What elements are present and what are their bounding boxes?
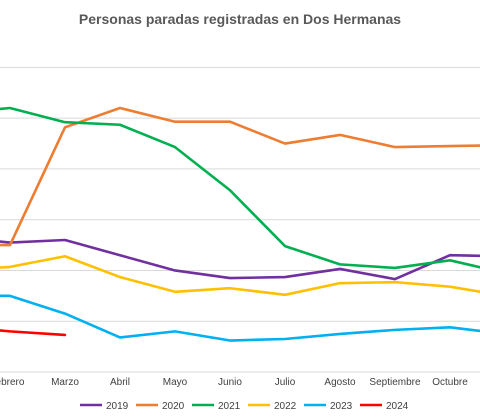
- x-tick-label: Agosto: [324, 377, 356, 388]
- series-line-2024: [0, 329, 67, 337]
- x-tick-label: Mayo: [163, 377, 188, 388]
- series-lines: [0, 106, 480, 342]
- series-line-2022: [0, 254, 480, 297]
- chart-title: Personas paradas registradas en Dos Herm…: [79, 11, 401, 27]
- gridlines: [0, 66, 480, 373]
- x-tick-label: Septiembre: [369, 377, 421, 388]
- series-line-2023: [0, 294, 480, 342]
- legend-label-2024: 2024: [386, 401, 409, 412]
- x-tick-label: Abril: [110, 377, 130, 388]
- x-tick-label: Marzo: [51, 377, 79, 388]
- x-tick-label: ebrero: [0, 377, 25, 388]
- x-tick-label: Julio: [275, 377, 296, 388]
- legend-label-2022: 2022: [274, 401, 297, 412]
- legend-label-2020: 2020: [162, 401, 185, 412]
- legend-label-2019: 2019: [106, 401, 129, 412]
- legend-label-2021: 2021: [218, 401, 241, 412]
- x-tick-label: Junio: [218, 377, 242, 388]
- series-line-2019: [0, 238, 480, 281]
- x-axis-ticks: ebrero Marzo Abril Mayo Junio Julio Agosto Sept…: [0, 377, 468, 388]
- legend: 2019 2020 2021 2022 2023 2024: [80, 401, 409, 412]
- x-tick-label: Octubre: [432, 377, 468, 388]
- legend-label-2023: 2023: [330, 401, 353, 412]
- series-line-2021: [0, 106, 480, 270]
- series-line-2020: [0, 106, 480, 247]
